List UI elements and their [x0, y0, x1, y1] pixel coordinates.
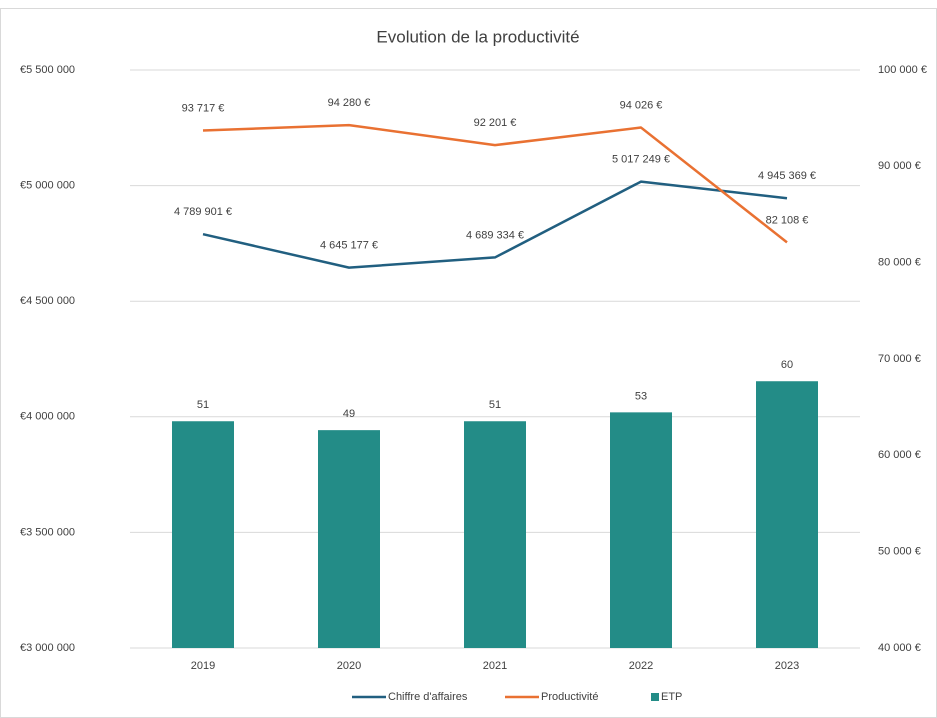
data-label: 51 — [197, 399, 209, 411]
bar — [318, 430, 380, 648]
data-label: 5 017 249 € — [612, 154, 670, 166]
y-tick-label: €4 000 000 — [20, 411, 75, 423]
bar — [172, 421, 234, 648]
data-label: 4 689 334 € — [466, 229, 524, 241]
bar — [464, 421, 526, 648]
x-tick-label: 2023 — [775, 660, 799, 672]
y-tick-label: €3 000 000 — [20, 642, 75, 654]
data-label: 60 — [781, 359, 793, 371]
y2-tick-label: 60 000 € — [878, 449, 921, 461]
legend-label: Productivité — [541, 691, 598, 703]
data-label: 53 — [635, 390, 647, 402]
x-tick-label: 2020 — [337, 660, 361, 672]
legend-label: Chiffre d'affaires — [388, 691, 468, 703]
y-tick-label: €3 500 000 — [20, 526, 75, 538]
data-label: 49 — [343, 408, 355, 420]
data-label: 92 201 € — [474, 117, 517, 129]
y2-tick-label: 40 000 € — [878, 642, 921, 654]
y-tick-label: €5 500 000 — [20, 64, 75, 76]
y2-tick-label: 80 000 € — [878, 257, 921, 269]
data-label: 4 789 901 € — [174, 206, 232, 218]
data-label: 4 945 369 € — [758, 170, 816, 182]
y2-tick-label: 70 000 € — [878, 353, 921, 365]
data-label: 94 280 € — [328, 97, 371, 109]
x-tick-label: 2022 — [629, 660, 653, 672]
x-tick-label: 2019 — [191, 660, 215, 672]
y2-tick-label: 50 000 € — [878, 546, 921, 558]
data-label: 51 — [489, 399, 501, 411]
data-label: 93 717 € — [182, 102, 225, 114]
bar — [756, 381, 818, 648]
line — [202, 180, 788, 269]
y2-tick-label: 90 000 € — [878, 160, 921, 172]
y-tick-label: €5 000 000 — [20, 180, 75, 192]
data-label: 82 108 € — [766, 214, 809, 226]
y-tick-label: €4 500 000 — [20, 295, 75, 307]
chart-title: Evolution de la productivité — [376, 27, 579, 46]
line — [202, 123, 788, 244]
data-label: 4 645 177 € — [320, 240, 378, 252]
data-label: 94 026 € — [620, 99, 663, 111]
legend-symbol — [651, 693, 659, 701]
y2-tick-label: 100 000 € — [878, 64, 927, 76]
bar — [610, 412, 672, 648]
legend-label: ETP — [661, 691, 682, 703]
x-tick-label: 2021 — [483, 660, 507, 672]
